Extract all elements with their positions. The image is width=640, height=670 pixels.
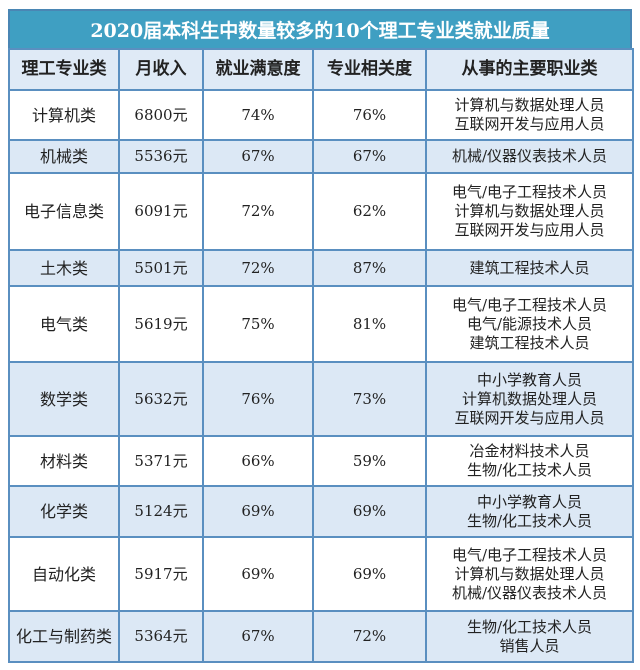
- satisfaction-cell: 69%: [202, 536, 314, 612]
- table-row: 电气类 5619元 75% 81% 电气/电子工程技术人员 电气/能源技术人员 建筑工程技术…: [8, 285, 634, 363]
- job-item: 互联网开发与应用人员: [454, 408, 605, 427]
- job-item: 互联网开发与应用人员: [454, 221, 605, 239]
- major-cell: 计算机类: [8, 89, 120, 141]
- relevance-cell: 81%: [312, 285, 427, 363]
- table-row: 电子信息类 6091元 72% 62% 电气/电子工程技术人员 计算机与数据处理人员 互联网…: [8, 172, 634, 251]
- income-cell: 5619元: [118, 285, 204, 363]
- table-title: 2020届本科生中数量较多的10个理工专业类就业质量: [8, 9, 632, 48]
- table-row: 化学类 5124元 69% 69% 中小学教育人员 生物/化工技术人员: [8, 485, 634, 538]
- satisfaction-cell: 66%: [202, 435, 314, 487]
- job-item: 互联网开发与应用人员: [454, 115, 605, 133]
- satisfaction-cell: 76%: [202, 361, 314, 437]
- major-cell: 土木类: [8, 249, 120, 287]
- income-cell: 5124元: [118, 485, 204, 538]
- major-cell: 化学类: [8, 485, 120, 538]
- satisfaction-cell: 75%: [202, 285, 314, 363]
- jobs-cell: 建筑工程技术人员: [425, 249, 634, 287]
- major-cell: 自动化类: [8, 536, 120, 612]
- job-item: 中小学教育人员: [476, 370, 582, 389]
- job-item: 计算机与数据处理人员: [454, 202, 605, 220]
- income-cell: 5536元: [118, 139, 204, 174]
- header-relevance: 专业相关度: [312, 48, 427, 91]
- job-item: 电气/电子工程技术人员: [451, 295, 608, 314]
- table-row: 土木类 5501元 72% 87% 建筑工程技术人员: [8, 249, 634, 287]
- income-cell: 5364元: [118, 610, 204, 663]
- header-income: 月收入: [118, 48, 204, 91]
- income-cell: 5501元: [118, 249, 204, 287]
- table-row: 数学类 5632元 76% 73% 中小学教育人员 计算机数据处理人员 互联网开发与应用人员: [8, 361, 634, 437]
- header-major: 理工专业类: [8, 48, 120, 91]
- job-item: 生物/化工技术人员: [466, 617, 593, 636]
- relevance-cell: 73%: [312, 361, 427, 437]
- table-row: 计算机类 6800元 74% 76% 计算机与数据处理人员 互联网开发与应用人员: [8, 89, 634, 141]
- job-item: 建筑工程技术人员: [469, 333, 590, 352]
- jobs-cell: 电气/电子工程技术人员 计算机与数据处理人员 机械/仪器仪表技术人员: [425, 536, 634, 612]
- major-cell: 电子信息类: [8, 172, 120, 251]
- table-row: 自动化类 5917元 69% 69% 电气/电子工程技术人员 计算机与数据处理人员 机械/仪…: [8, 536, 634, 612]
- job-item: 机械/仪器仪表技术人员: [451, 583, 608, 602]
- job-item: 建筑工程技术人员: [469, 258, 590, 277]
- table-row: 材料类 5371元 66% 59% 冶金材料技术人员 生物/化工技术人员: [8, 435, 634, 487]
- relevance-cell: 69%: [312, 485, 427, 538]
- table-row: 化工与制药类 5364元 67% 72% 生物/化工技术人员 销售人员: [8, 610, 634, 663]
- relevance-cell: 72%: [312, 610, 427, 663]
- major-cell: 数学类: [8, 361, 120, 437]
- income-cell: 5632元: [118, 361, 204, 437]
- satisfaction-cell: 67%: [202, 139, 314, 174]
- jobs-cell: 电气/电子工程技术人员 计算机与数据处理人员 互联网开发与应用人员: [425, 172, 634, 251]
- job-item: 生物/化工技术人员: [466, 461, 593, 479]
- header-row: 理工专业类 月收入 就业满意度 专业相关度 从事的主要职业类: [8, 48, 634, 91]
- relevance-cell: 59%: [312, 435, 427, 487]
- relevance-cell: 69%: [312, 536, 427, 612]
- major-cell: 电气类: [8, 285, 120, 363]
- major-cell: 机械类: [8, 139, 120, 174]
- job-item: 机械/仪器仪表技术人员: [451, 147, 608, 165]
- income-cell: 6091元: [118, 172, 204, 251]
- jobs-cell: 机械/仪器仪表技术人员: [425, 139, 634, 174]
- satisfaction-cell: 67%: [202, 610, 314, 663]
- table-row: 机械类 5536元 67% 67% 机械/仪器仪表技术人员: [8, 139, 634, 174]
- job-item: 销售人员: [499, 636, 560, 655]
- employment-quality-table: 理工专业类 月收入 就业满意度 专业相关度 从事的主要职业类 计算机类 6800元…: [8, 48, 634, 663]
- satisfaction-cell: 74%: [202, 89, 314, 141]
- jobs-cell: 冶金材料技术人员 生物/化工技术人员: [425, 435, 634, 487]
- job-item: 电气/电子工程技术人员: [451, 545, 608, 564]
- satisfaction-cell: 69%: [202, 485, 314, 538]
- employment-quality-table-container: 2020届本科生中数量较多的10个理工专业类就业质量 理工专业类 月收入 就业满…: [8, 9, 634, 663]
- job-item: 计算机数据处理人员: [461, 389, 597, 408]
- major-cell: 材料类: [8, 435, 120, 487]
- jobs-cell: 中小学教育人员 计算机数据处理人员 互联网开发与应用人员: [425, 361, 634, 437]
- jobs-cell: 中小学教育人员 生物/化工技术人员: [425, 485, 634, 538]
- header-jobs: 从事的主要职业类: [425, 48, 634, 91]
- income-cell: 6800元: [118, 89, 204, 141]
- job-item: 计算机与数据处理人员: [454, 96, 605, 114]
- jobs-cell: 电气/电子工程技术人员 电气/能源技术人员 建筑工程技术人员: [425, 285, 634, 363]
- relevance-cell: 67%: [312, 139, 427, 174]
- job-item: 生物/化工技术人员: [466, 511, 593, 530]
- major-cell: 化工与制药类: [8, 610, 120, 663]
- jobs-cell: 生物/化工技术人员 销售人员: [425, 610, 634, 663]
- job-item: 计算机与数据处理人员: [454, 564, 605, 583]
- satisfaction-cell: 72%: [202, 172, 314, 251]
- job-item: 冶金材料技术人员: [469, 442, 590, 460]
- header-satisfaction: 就业满意度: [202, 48, 314, 91]
- income-cell: 5917元: [118, 536, 204, 612]
- satisfaction-cell: 72%: [202, 249, 314, 287]
- relevance-cell: 76%: [312, 89, 427, 141]
- relevance-cell: 62%: [312, 172, 427, 251]
- jobs-cell: 计算机与数据处理人员 互联网开发与应用人员: [425, 89, 634, 141]
- job-item: 电气/能源技术人员: [466, 314, 593, 333]
- job-item: 电气/电子工程技术人员: [451, 183, 608, 201]
- income-cell: 5371元: [118, 435, 204, 487]
- relevance-cell: 87%: [312, 249, 427, 287]
- job-item: 中小学教育人员: [476, 492, 582, 511]
